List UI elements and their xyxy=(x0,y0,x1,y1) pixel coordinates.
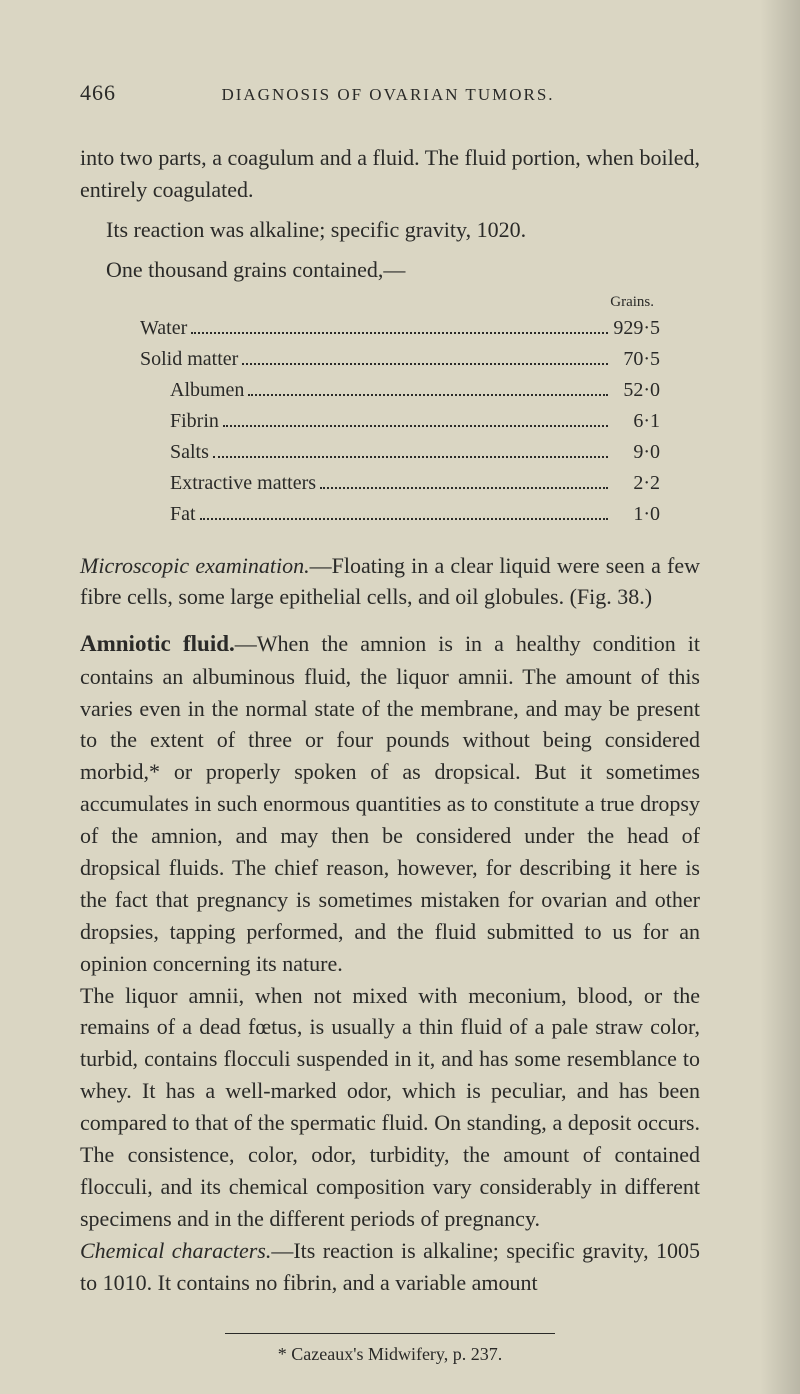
table-header-grains: Grains. xyxy=(140,294,660,311)
footnote-text: * Cazeaux's Midwifery, p. 237. xyxy=(80,1344,700,1365)
table-value: 52·0 xyxy=(612,375,660,406)
table-label: Salts xyxy=(170,437,209,468)
table-label: Solid matter xyxy=(140,344,238,375)
intro-text-2: Its reaction was alkaline; specific grav… xyxy=(106,217,526,242)
footnote-rule xyxy=(225,1333,555,1334)
page-number: 466 xyxy=(80,80,116,106)
microscopic-paragraph: Microscopic examination.—Floating in a c… xyxy=(80,550,700,614)
table-row: Extractive matters 2·2 xyxy=(170,468,660,499)
table-row: Salts 9·0 xyxy=(170,437,660,468)
intro-paragraph-3: One thousand grains contained,— xyxy=(80,254,700,286)
amniotic-paragraph-3: Chemical characters.—Its reaction is alk… xyxy=(80,1235,700,1299)
amniotic-text-2: The liquor amnii, when not mixed with me… xyxy=(80,983,700,1231)
table-value: 70·5 xyxy=(612,344,660,375)
table-label: Albumen xyxy=(170,375,244,406)
table-row: Water 929·5 xyxy=(140,313,660,344)
table-value: 1·0 xyxy=(612,499,660,530)
table-dots xyxy=(200,502,608,520)
amniotic-paragraph-1: Amniotic fluid.—When the amnion is in a … xyxy=(80,627,700,979)
table-label: Extractive matters xyxy=(170,468,316,499)
amniotic-heading: Amniotic fluid. xyxy=(80,631,235,656)
amniotic-paragraph-2: The liquor amnii, when not mixed with me… xyxy=(80,980,700,1235)
microscopic-lead: Microscopic examination. xyxy=(80,553,310,578)
table-value: 2·2 xyxy=(612,468,660,499)
table-row: Solid matter 70·5 xyxy=(140,344,660,375)
table-row: Fibrin 6·1 xyxy=(170,406,660,437)
table-dots xyxy=(191,316,608,334)
table-label: Water xyxy=(140,313,187,344)
table-dots xyxy=(242,347,608,365)
page-shadow xyxy=(760,0,800,1394)
table-dots xyxy=(223,409,608,427)
page-header: 466 DIAGNOSIS OF OVARIAN TUMORS. xyxy=(80,80,700,106)
table-label: Fibrin xyxy=(170,406,219,437)
running-head: DIAGNOSIS OF OVARIAN TUMORS. xyxy=(116,85,660,105)
intro-text-3: One thousand grains contained,— xyxy=(106,257,405,282)
microscopic-section: Microscopic examination.—Floating in a c… xyxy=(80,550,700,614)
intro-paragraph-2: Its reaction was alkaline; specific grav… xyxy=(80,214,700,246)
table-dots xyxy=(320,471,608,489)
table-row: Albumen 52·0 xyxy=(170,375,660,406)
grains-table: Grains. Water929·5Solid matter70·5Albume… xyxy=(140,294,660,530)
table-label: Fat xyxy=(170,499,196,530)
chemical-lead: Chemical characters. xyxy=(80,1238,271,1263)
amniotic-section: Amniotic fluid.—When the amnion is in a … xyxy=(80,627,700,1298)
table-dots xyxy=(248,378,608,396)
table-value: 6·1 xyxy=(612,406,660,437)
amniotic-text-1: —When the amnion is in a healthy conditi… xyxy=(80,631,700,975)
intro-paragraph-1: into two parts, a coagulum and a fluid. … xyxy=(80,142,700,206)
table-value: 9·0 xyxy=(612,437,660,468)
table-dots xyxy=(213,440,608,458)
table-row: Fat 1·0 xyxy=(170,499,660,530)
table-value: 929·5 xyxy=(612,313,660,344)
